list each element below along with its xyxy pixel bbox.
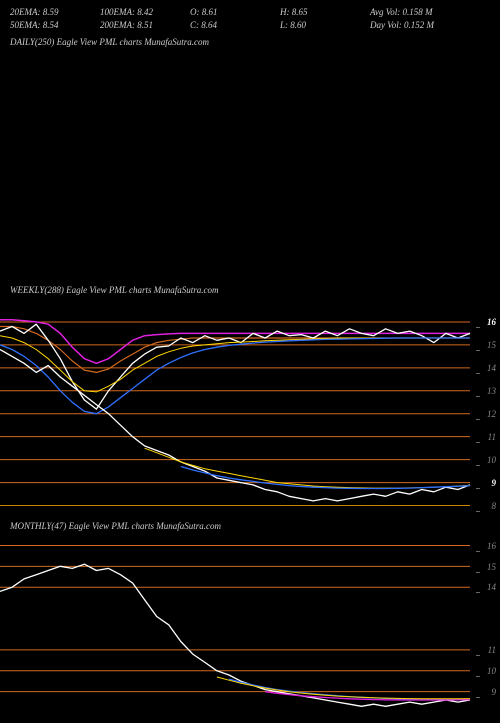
chart-panel: 9 10 11 14 15 16 xyxy=(0,535,500,723)
stat-cell: Avg Vol: 0.158 M xyxy=(370,6,480,19)
axis-tick xyxy=(476,511,480,512)
chart-svg xyxy=(0,299,500,517)
axis-label: 16 xyxy=(487,317,496,327)
series-line xyxy=(0,324,470,409)
series-line xyxy=(181,467,470,489)
stats-header: 20EMA: 8.59100EMA: 8.42O: 8.61H: 8.65Avg… xyxy=(0,0,500,33)
axis-tick xyxy=(476,592,480,593)
stats-row-2: 50EMA: 8.54200EMA: 8.51C: 8.64L: 8.60Day… xyxy=(10,19,490,32)
axis-label: 10 xyxy=(487,455,496,465)
axis-label: 8 xyxy=(492,501,497,511)
axis-tick xyxy=(476,551,480,552)
stat-cell: 100EMA: 8.42 xyxy=(100,6,190,19)
chart-svg xyxy=(0,51,500,281)
axis-label: 11 xyxy=(488,645,496,655)
panel-title: DAILY(250) Eagle View PML charts MunafaS… xyxy=(0,33,500,51)
axis-label: 16 xyxy=(487,541,496,551)
axis-label: 14 xyxy=(487,363,496,373)
axis-tick xyxy=(476,655,480,656)
axis-label: 11 xyxy=(488,432,496,442)
axis-label: 15 xyxy=(487,340,496,350)
axis-tick xyxy=(476,419,480,420)
axis-tick xyxy=(476,572,480,573)
chart-svg xyxy=(0,535,500,723)
axis-label: 13 xyxy=(487,386,496,396)
series-line xyxy=(0,350,470,501)
panel-title: MONTHLY(47) Eagle View PML charts Munafa… xyxy=(0,517,500,535)
stat-cell: O: 8.61 xyxy=(190,6,280,19)
axis-tick xyxy=(476,488,480,489)
axis-tick xyxy=(476,396,480,397)
axis-label: 15 xyxy=(487,562,496,572)
series-line xyxy=(0,338,470,414)
stat-cell: 200EMA: 8.51 xyxy=(100,19,190,32)
axis-label: 12 xyxy=(487,409,496,419)
chart-panel: 8 9 10 11 12 13 14 15 16 xyxy=(0,299,500,517)
stat-cell: C: 8.64 xyxy=(190,19,280,32)
series-line xyxy=(217,677,470,699)
panel-title: WEEKLY(288) Eagle View PML charts Munafa… xyxy=(0,281,500,299)
axis-label: 14 xyxy=(487,582,496,592)
stat-cell: 50EMA: 8.54 xyxy=(10,19,100,32)
axis-tick xyxy=(476,327,480,328)
axis-tick xyxy=(476,697,480,698)
series-line xyxy=(0,320,470,364)
stat-cell: Day Vol: 0.152 M xyxy=(370,19,480,32)
axis-tick xyxy=(476,373,480,374)
stat-cell: L: 8.60 xyxy=(280,19,370,32)
series-line xyxy=(0,564,470,706)
stat-cell: 20EMA: 8.59 xyxy=(10,6,100,19)
axis-tick xyxy=(476,350,480,351)
axis-tick xyxy=(476,676,480,677)
axis-label: 9 xyxy=(492,478,497,488)
chart-panel xyxy=(0,51,500,281)
chart-panels: DAILY(250) Eagle View PML charts MunafaS… xyxy=(0,33,500,723)
axis-tick xyxy=(476,465,480,466)
axis-label: 10 xyxy=(487,666,496,676)
stat-cell: H: 8.65 xyxy=(280,6,370,19)
axis-tick xyxy=(476,442,480,443)
stats-row-1: 20EMA: 8.59100EMA: 8.42O: 8.61H: 8.65Avg… xyxy=(10,6,490,19)
axis-label: 9 xyxy=(492,687,497,697)
